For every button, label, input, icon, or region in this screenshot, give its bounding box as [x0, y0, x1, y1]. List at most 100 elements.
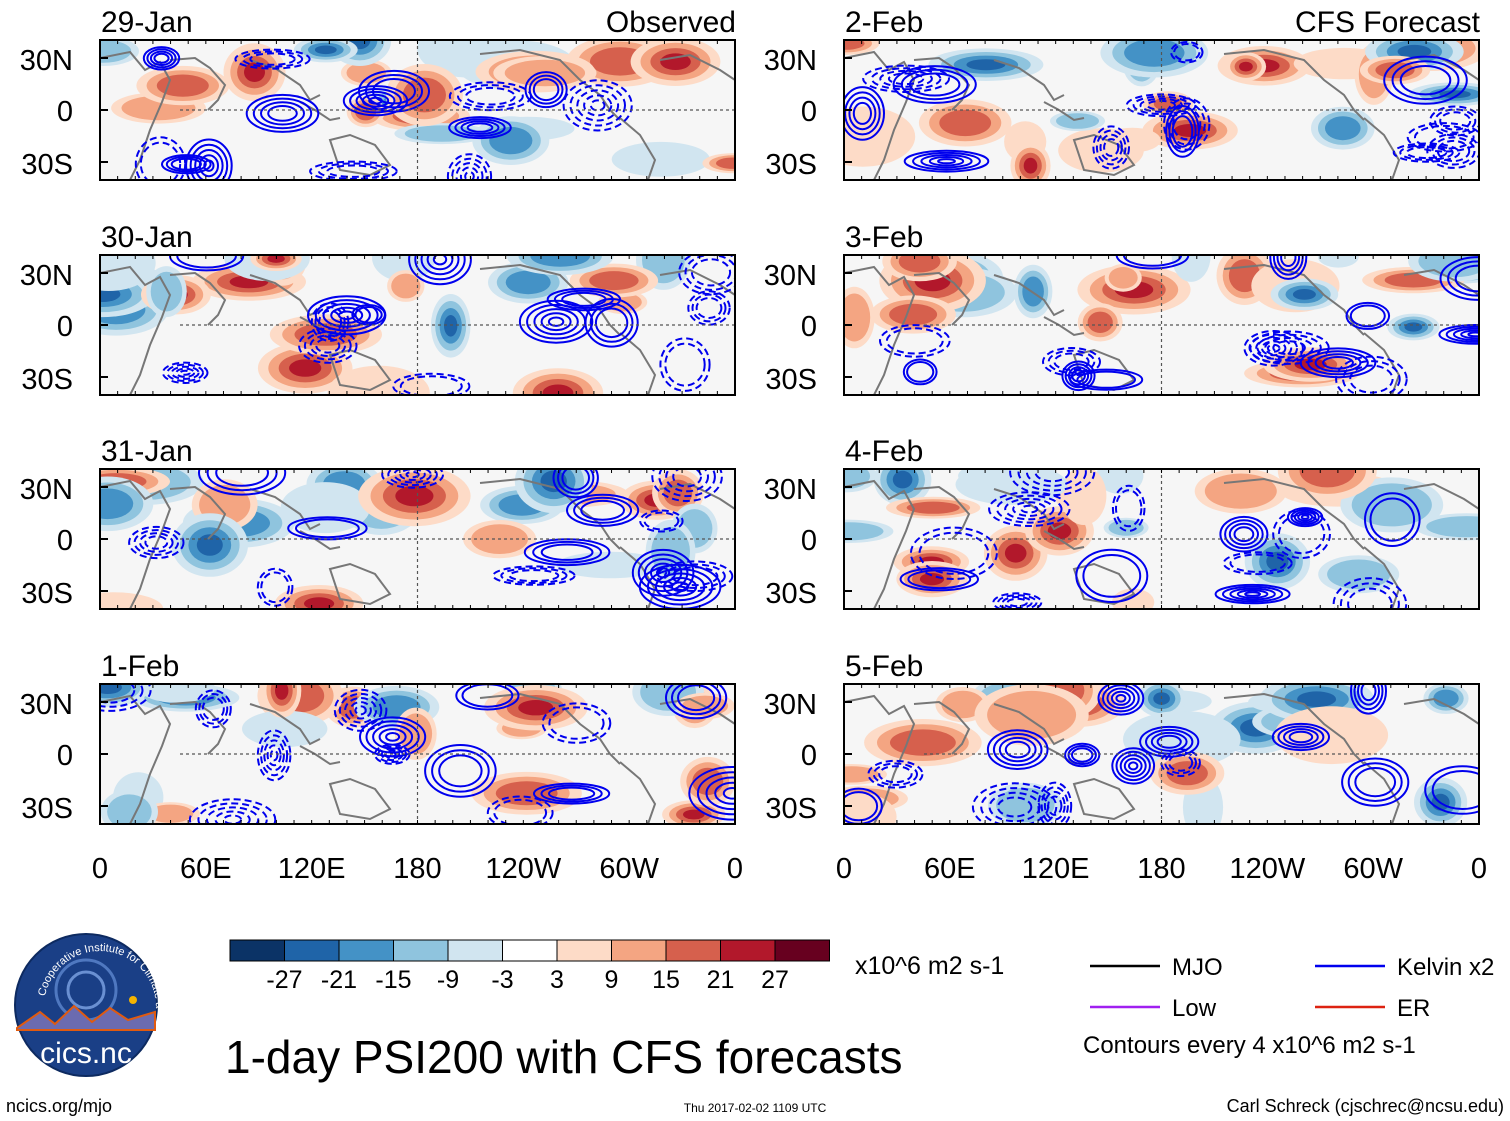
coastline [479, 263, 621, 336]
contour-line [1244, 591, 1261, 597]
contour-line [354, 306, 383, 324]
contour-line [1349, 364, 1394, 394]
contour-line [393, 469, 432, 484]
contour-line [654, 572, 706, 602]
coastline [844, 694, 916, 824]
y-tick-label: 30N [20, 689, 73, 721]
anomaly-positive [147, 804, 194, 823]
contour-line [1165, 104, 1200, 158]
panel-source-label: CFS Forecast [1295, 6, 1481, 39]
contour-line [907, 569, 972, 590]
contour-line [354, 705, 367, 716]
contour-line [1322, 356, 1354, 370]
contour-line [561, 469, 590, 491]
colorbar-swatch [720, 939, 776, 962]
contour-line [909, 526, 998, 580]
chart-title: 1-day PSI200 with CFS forecasts [225, 1031, 903, 1083]
contour-line [1061, 360, 1096, 392]
coastline [1072, 133, 1136, 177]
anomaly-positive [889, 303, 938, 326]
contour-line [338, 692, 383, 728]
contour-line [1097, 684, 1145, 716]
y-tick-label: 30S [765, 364, 817, 396]
contour-line [1243, 330, 1304, 367]
contour-line [1249, 333, 1298, 364]
site-url[interactable]: ncics.org/mjo [6, 1096, 112, 1116]
contour-line [378, 728, 407, 746]
anomaly-negative [444, 315, 458, 337]
contour-line [1357, 684, 1380, 706]
map-panel: 2-Feb CFS Forecast 30N 0 30S [764, 6, 1481, 181]
contour-line [170, 365, 200, 380]
colorbar-swatch [393, 939, 449, 962]
x-tick-label: 120W [1229, 853, 1305, 885]
contour-line [492, 565, 576, 586]
coastline [913, 485, 971, 540]
colorbar-swatch [665, 939, 721, 962]
contour-line [1307, 350, 1369, 376]
contour-line [1111, 747, 1156, 785]
anomaly-positive [1023, 157, 1038, 174]
contour-line [1392, 142, 1461, 163]
anomaly-negative [139, 684, 215, 703]
sun-icon [129, 996, 137, 1004]
y-tick-label: 0 [57, 311, 73, 343]
contour-line [166, 363, 204, 382]
map-panel: 4-Feb 30N 0 30S [764, 435, 1480, 610]
contour-line [1436, 139, 1471, 163]
contour-line [500, 567, 568, 584]
coastline [619, 546, 657, 609]
contour-line [988, 791, 1041, 823]
contour-line [330, 306, 364, 324]
anomaly-positive [660, 53, 691, 70]
timestamp: Thu 2017-02-02 1109 UTC [684, 1101, 827, 1115]
contour-line [1228, 522, 1260, 546]
contour-line [867, 759, 924, 789]
y-tick-label: 30S [21, 793, 73, 825]
contour-line [1341, 757, 1410, 807]
contour-line [1047, 349, 1096, 374]
contour-line [540, 312, 572, 332]
contour-line [215, 469, 269, 487]
contour-line [1288, 730, 1314, 744]
coastline [844, 265, 916, 395]
contour-line [464, 171, 475, 180]
contour-line [988, 491, 1071, 528]
contour-line [1347, 587, 1393, 609]
contour-line [1345, 301, 1391, 330]
contour-line [696, 771, 735, 816]
x-tick-label: 0 [92, 853, 108, 885]
contour-line [523, 538, 611, 567]
map-panel: 31-Jan 30N 0 30S [20, 435, 736, 610]
contour-line [1171, 115, 1194, 148]
contour-line [1004, 497, 1055, 521]
coastline [1072, 562, 1136, 606]
anomaly-negative [892, 470, 913, 489]
contour-line [892, 65, 977, 104]
contour-line [149, 50, 174, 66]
contour-line [998, 736, 1037, 763]
colorbar-tick: -27 [266, 966, 302, 994]
anomaly-negative [1124, 40, 1185, 67]
contour-line [528, 74, 564, 105]
contour-line [326, 164, 381, 178]
contour-line [454, 118, 506, 137]
contour-line [1297, 512, 1313, 522]
contour-line [269, 749, 279, 762]
contour-line [405, 471, 420, 479]
contour-line [573, 496, 633, 524]
contour-line [557, 469, 595, 495]
contour-line [267, 105, 298, 122]
logo-disc [14, 933, 158, 1077]
anomaly-positive [1087, 311, 1113, 333]
contour-line [203, 159, 215, 172]
contour-line [1103, 138, 1120, 157]
contour-line [1424, 765, 1479, 815]
contour-line [920, 154, 973, 169]
contour-line [900, 68, 969, 101]
x-tick-label: 180 [1137, 853, 1185, 885]
contour-line [142, 46, 181, 71]
panels: 29-Jan Observed30N030S30-Jan30N030S31-Jan… [20, 6, 1481, 825]
colorbar-swatch [338, 939, 394, 962]
